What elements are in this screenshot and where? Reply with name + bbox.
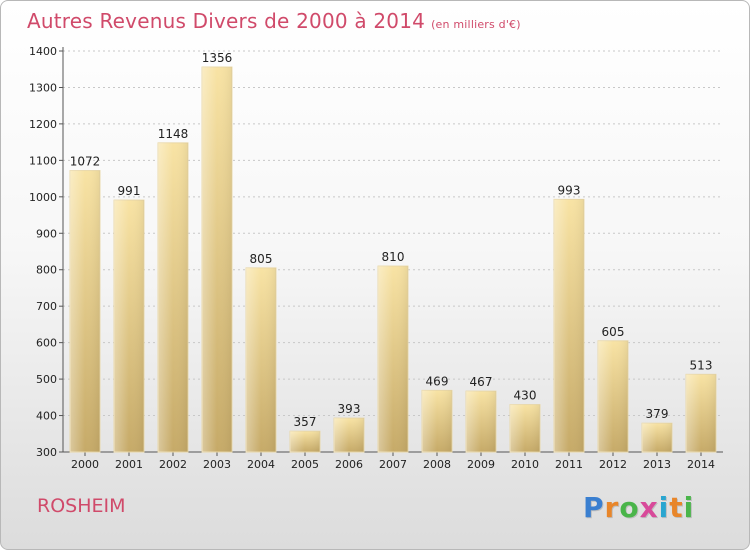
y-tick-label: 1000: [29, 191, 57, 204]
value-label-2007: 810: [382, 250, 405, 264]
logo-letter: P: [583, 491, 605, 524]
x-tick-label-2010: 2010: [511, 458, 539, 471]
y-tick-label: 500: [36, 373, 57, 386]
chart-title-text: Autres Revenus Divers de 2000 à 2014: [27, 9, 426, 33]
x-tick-label-2012: 2012: [599, 458, 627, 471]
logo-letter: t: [669, 491, 684, 524]
logo-letter: x: [639, 491, 659, 524]
x-tick-label-2008: 2008: [423, 458, 451, 471]
x-tick-label-2009: 2009: [467, 458, 495, 471]
value-label-2000: 1072: [70, 155, 101, 169]
value-label-2014: 513: [690, 358, 713, 372]
y-tick-label: 900: [36, 227, 57, 240]
bar-shine-2013: [642, 423, 672, 452]
bar-shine-2005: [290, 431, 320, 452]
value-label-2013: 379: [646, 407, 669, 421]
y-tick-label: 400: [36, 410, 57, 423]
bar-shine-2001: [114, 200, 144, 452]
logo-letter: o: [619, 491, 640, 524]
x-tick-label-2014: 2014: [687, 458, 715, 471]
value-label-2002: 1148: [158, 127, 189, 141]
bar-shine-2000: [70, 170, 100, 452]
bar-shine-2007: [378, 266, 408, 452]
y-tick-label: 1100: [29, 154, 57, 167]
x-tick-label-2003: 2003: [203, 458, 231, 471]
value-label-2008: 469: [426, 374, 449, 388]
value-label-2011: 993: [558, 183, 581, 197]
bar-shine-2009: [466, 391, 496, 452]
bar-shine-2014: [686, 374, 716, 452]
value-label-2010: 430: [514, 389, 537, 403]
x-tick-label-2001: 2001: [115, 458, 143, 471]
x-tick-label-2011: 2011: [555, 458, 583, 471]
value-label-2012: 605: [602, 325, 625, 339]
proxiti-logo: Proxiti: [583, 491, 694, 524]
bar-layer: [69, 66, 717, 453]
value-label-2006: 393: [338, 402, 361, 416]
bar-shine-2008: [422, 390, 452, 452]
bar-shine-2011: [554, 199, 584, 452]
label-layer: 1072 2000 991 2001 1148 2002 1356 2003 805 2004 35…: [70, 51, 715, 471]
x-tick-label-2004: 2004: [247, 458, 275, 471]
x-tick-label-2000: 2000: [71, 458, 99, 471]
y-tick-label: 300: [36, 446, 57, 459]
chart-title: Autres Revenus Divers de 2000 à 2014 (en …: [27, 9, 521, 33]
value-label-2009: 467: [470, 375, 493, 389]
location-label: ROSHEIM: [37, 495, 126, 517]
value-label-2001: 991: [118, 184, 141, 198]
logo-letter: r: [604, 491, 620, 524]
value-label-2003: 1356: [202, 51, 233, 65]
y-tick-label: 1400: [29, 45, 57, 58]
y-tick-label: 600: [36, 337, 57, 350]
y-tick-label: 700: [36, 300, 57, 313]
x-tick-label-2006: 2006: [335, 458, 363, 471]
x-tick-label-2002: 2002: [159, 458, 187, 471]
bar-shine-2003: [202, 67, 232, 452]
bar-shine-2010: [510, 404, 540, 452]
y-tick-label: 1200: [29, 118, 57, 131]
y-tick-label: 800: [36, 264, 57, 277]
y-tick-label: 1300: [29, 81, 57, 94]
x-tick-label-2013: 2013: [643, 458, 671, 471]
bar-shine-2002: [158, 142, 188, 452]
logo-letter: i: [683, 491, 695, 524]
bar-shine-2006: [334, 418, 364, 452]
x-tick-label-2005: 2005: [291, 458, 319, 471]
value-label-2004: 805: [250, 252, 273, 266]
x-tick-label-2007: 2007: [379, 458, 407, 471]
bar-shine-2004: [246, 267, 276, 452]
logo-letter: i: [658, 491, 670, 524]
bar-shine-2012: [598, 340, 628, 452]
chart-subtitle: (en milliers d'€): [431, 18, 521, 31]
value-label-2005: 357: [294, 415, 317, 429]
